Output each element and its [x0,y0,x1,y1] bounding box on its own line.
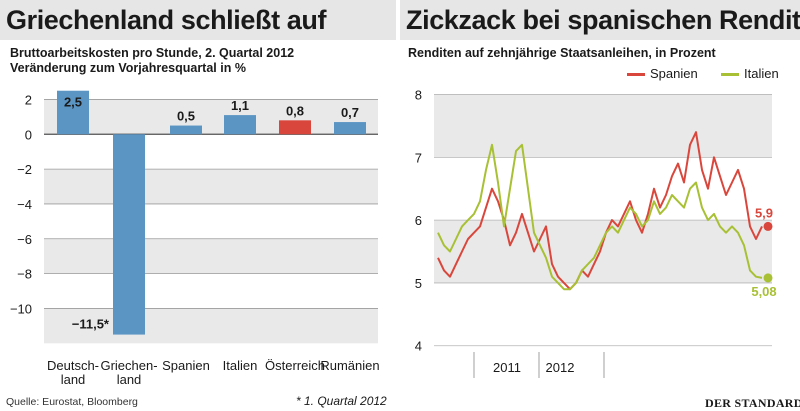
bar-value-label: 0,7 [341,105,359,120]
bar-chart: 2 0 −2 −4 −6 −8 −10 2,5 Deutsch-land −11,5* Griech… [10,90,380,387]
category-label: Rumänien [320,358,379,373]
y-tick-label: −4 [17,197,32,212]
bar-value-label: −11,5* [72,317,110,332]
legend-spain: Spanien [627,66,698,81]
bar-1 [113,134,145,335]
y-tick-label: 4 [415,339,422,354]
legend-label-spain: Spanien [650,66,698,81]
legend-swatch-italy [721,73,739,77]
bar-value-label: 0,5 [177,109,195,124]
series-line-italy [437,143,763,291]
x-tick-label: 2011 [493,360,521,375]
end-dot-spain [763,221,773,231]
left-chart-panel: Griechenland schließt auf Bruttoarbeitsk… [0,0,396,411]
bar-4 [279,120,311,135]
category-label: Griechen- [100,358,157,373]
category-label: land [61,372,86,387]
category-label: Deutsch- [47,358,99,373]
grid-band [434,220,772,283]
x-tick-label: 2012 [546,360,575,375]
grid-band [44,99,378,135]
right-chart-panel: Zickzack bei spanischen Renditen Rendite… [400,0,800,411]
grid-band [44,308,378,344]
right-subtitle: Renditen auf zehnjährige Staatsanleihen,… [408,46,716,60]
y-tick-label: −6 [17,232,32,247]
y-tick-label: −10 [10,301,32,316]
left-subtitle-line2: Veränderung zum Vorjahresquartal in % [10,61,246,75]
y-tick-label: 0 [25,127,32,142]
y-tick-label: 6 [415,213,422,228]
category-label: Spanien [162,358,210,373]
source-note: Quelle: Eurostat, Bloomberg [6,396,138,408]
bar-0 [57,90,89,135]
footnote: * 1. Quartal 2012 [296,394,387,408]
panel-divider [396,0,400,411]
y-tick-label: 2 [25,92,32,107]
bar-5 [334,122,366,135]
end-label-italy: 5,08 [751,284,776,299]
line-chart: 4 5 6 7 8 2011 2012 5,9 5,08 [415,88,777,378]
right-headline: Zickzack bei spanischen Renditen [400,0,800,40]
end-dot-italy [763,273,773,283]
y-tick-label: 7 [415,150,422,165]
series-line-spain [437,131,763,291]
legend-swatch-spain [627,73,645,77]
brand-logo: DER STANDARD [705,396,800,410]
legend-italy: Italien [721,66,779,81]
legend-label-italy: Italien [744,66,779,81]
y-tick-label: −2 [17,162,32,177]
y-tick-label: 5 [415,276,422,291]
bar-2 [170,125,202,135]
category-label: Italien [223,358,258,373]
category-label: land [117,372,142,387]
grid-band [434,94,772,158]
y-tick-label: −8 [17,267,32,282]
category-label: Österreich [265,358,325,373]
grid-band [44,238,378,274]
y-tick-label: 8 [415,88,422,103]
left-subtitle-line1: Bruttoarbeitskosten pro Stunde, 2. Quart… [10,46,295,60]
bar-value-label: 1,1 [231,98,249,113]
end-label-spain: 5,9 [755,205,773,220]
bar-3 [224,115,256,135]
bar-value-label: 2,5 [64,95,82,110]
left-headline: Griechenland schließt auf [0,0,396,40]
bar-value-label: 0,8 [286,103,304,118]
grid-band [44,169,378,204]
